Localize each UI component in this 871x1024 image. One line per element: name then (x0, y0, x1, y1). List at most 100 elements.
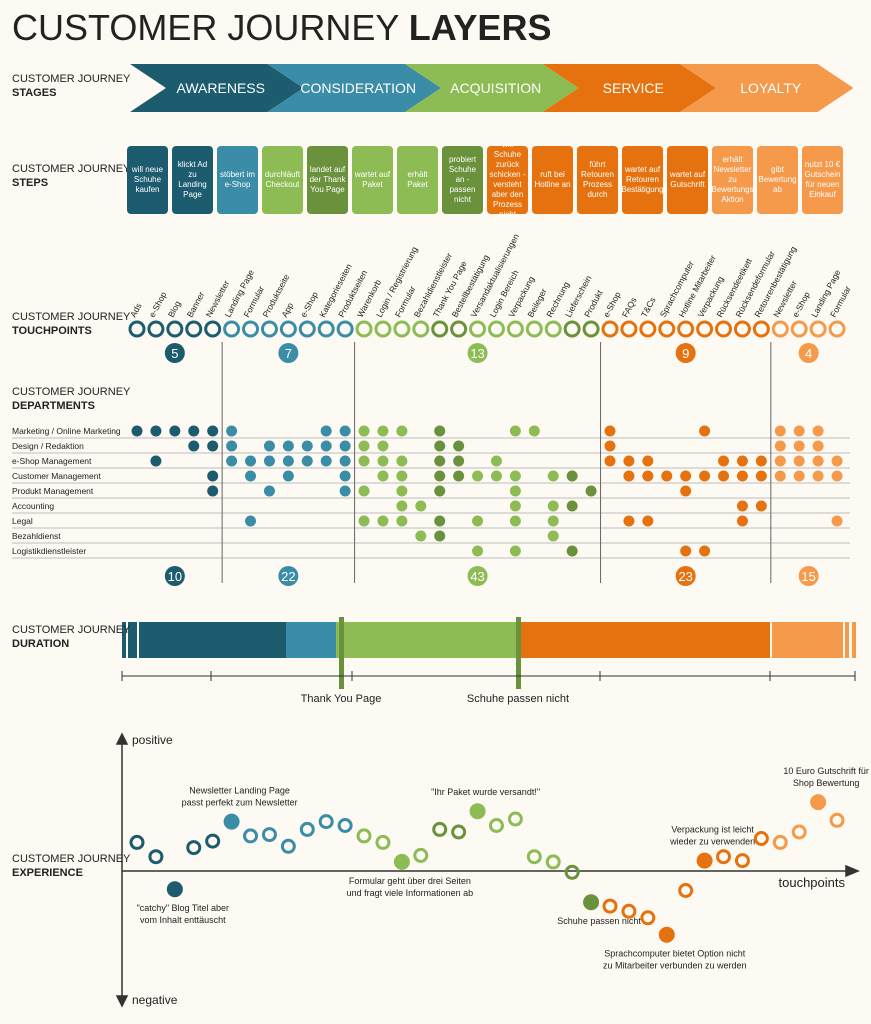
department-dot (604, 425, 616, 437)
department-dot (774, 425, 786, 437)
department-dot (755, 455, 767, 467)
department-dot (396, 500, 408, 512)
department-dot (434, 515, 446, 527)
step-box: nutzt 10 € Gutschein für neuen Einkauf (802, 146, 843, 214)
duration-marker: Schuhe passen nicht (467, 693, 569, 705)
step-box: erhält Paket (397, 146, 438, 214)
department-dot (434, 425, 446, 437)
duration-bar (121, 617, 856, 689)
experience-note: Newsletter Landing Page (189, 786, 290, 796)
department-dot (434, 485, 446, 497)
department-dot (396, 470, 408, 482)
department-dot (680, 470, 692, 482)
department-dot (131, 425, 143, 437)
stage-label: AWARENESS (177, 80, 265, 96)
department-dot (453, 470, 465, 482)
experience-point (678, 883, 694, 898)
department-dot (736, 515, 748, 527)
department-name: Marketing / Online Marketing (12, 426, 121, 436)
row-label: CUSTOMER JOURNEY (12, 853, 131, 865)
department-dot (434, 455, 446, 467)
experience-point (564, 864, 580, 880)
step-box: will Schuhe zurück schicken - versteht a… (487, 146, 528, 214)
axis-positive: positive (132, 733, 173, 747)
stage-chevron (542, 64, 716, 112)
step-box: erhält Newsletter zu Bewertungs Aktion (712, 146, 753, 214)
row-label-strong: DURATION (12, 638, 69, 650)
department-dot (793, 455, 805, 467)
department-dot (301, 455, 313, 467)
stage-chevron (680, 64, 854, 112)
department-count-badge (278, 566, 299, 586)
stage-label: LOYALTY (740, 80, 802, 96)
department-dot (320, 425, 332, 437)
department-count-badge (798, 566, 819, 586)
touchpoint-count-badge (278, 343, 299, 363)
department-count: 10 (168, 569, 182, 584)
touchpoint-ring (336, 320, 354, 338)
department-dot (623, 455, 635, 467)
step-box: probiert Schuhe an - passen nicht (442, 146, 483, 214)
department-dot (358, 440, 370, 452)
touchpoint-ring (317, 320, 335, 338)
step-box: wartet auf Retouren Bestätigung (622, 146, 663, 214)
department-dot (339, 470, 351, 482)
experience-point (507, 811, 523, 827)
experience-point (640, 910, 656, 926)
experience-point (280, 838, 296, 854)
experience-point-highlight (658, 926, 675, 943)
department-dot (263, 485, 275, 497)
experience-point-highlight (583, 894, 600, 911)
department-dot (434, 530, 446, 542)
department-dot (547, 470, 559, 482)
touchpoint-ring (298, 320, 316, 338)
department-dot (377, 425, 389, 437)
department-dot (623, 470, 635, 482)
touchpoint-ring (412, 320, 430, 338)
department-dot (755, 500, 767, 512)
stage-label: CONSIDERATION (300, 80, 416, 96)
department-dot (245, 470, 257, 482)
department-count-badge (675, 566, 696, 586)
experience-point-highlight (696, 852, 713, 869)
department-dot (528, 425, 540, 437)
step-text: will Schuhe zurück schicken - versteht a… (487, 146, 528, 214)
touchpoint-ring (544, 320, 562, 338)
step-box: wartet auf Gutschrift (667, 146, 708, 214)
department-dot (263, 440, 275, 452)
department-dot (604, 440, 616, 452)
row-label-strong: TOUCHPOINTS (12, 325, 92, 337)
department-dot (793, 425, 805, 437)
department-dot (736, 500, 748, 512)
row-label-strong: EXPERIENCE (12, 867, 83, 879)
experience-note: Sprachcomputer bietet Option nicht (604, 949, 746, 959)
row-label-strong: STAGES (12, 87, 56, 99)
department-dot (490, 470, 502, 482)
department-dot (226, 455, 238, 467)
department-dot (604, 455, 616, 467)
department-dot (566, 500, 578, 512)
row-label: CUSTOMER JOURNEY (12, 386, 131, 398)
touchpoint-ring (790, 320, 808, 338)
touchpoint-ring (563, 320, 581, 338)
experience-note: zu Mitarbeiter verbunden zu werden (603, 961, 747, 971)
row-label: CUSTOMER JOURNEY (12, 163, 131, 175)
department-dot (509, 545, 521, 557)
department-dot (774, 440, 786, 452)
department-dot (245, 455, 257, 467)
department-dot (812, 440, 824, 452)
touchpoint-label: T&Cs (639, 295, 658, 318)
department-dot (793, 470, 805, 482)
step-text: landet auf der Thank You Page (307, 146, 348, 214)
experience-point (602, 898, 618, 914)
touchpoint-ring (771, 320, 789, 338)
experience-note: Formular geht über drei Seiten (349, 876, 471, 886)
department-name: Logistikdienstleister (12, 546, 86, 556)
touchpoint-count: 13 (470, 346, 484, 361)
department-name: Design / Redaktion (12, 441, 84, 451)
department-dot (812, 470, 824, 482)
experience-point (356, 828, 372, 844)
step-box: gibt Bewertung ab (757, 146, 798, 214)
department-dot (585, 485, 597, 497)
